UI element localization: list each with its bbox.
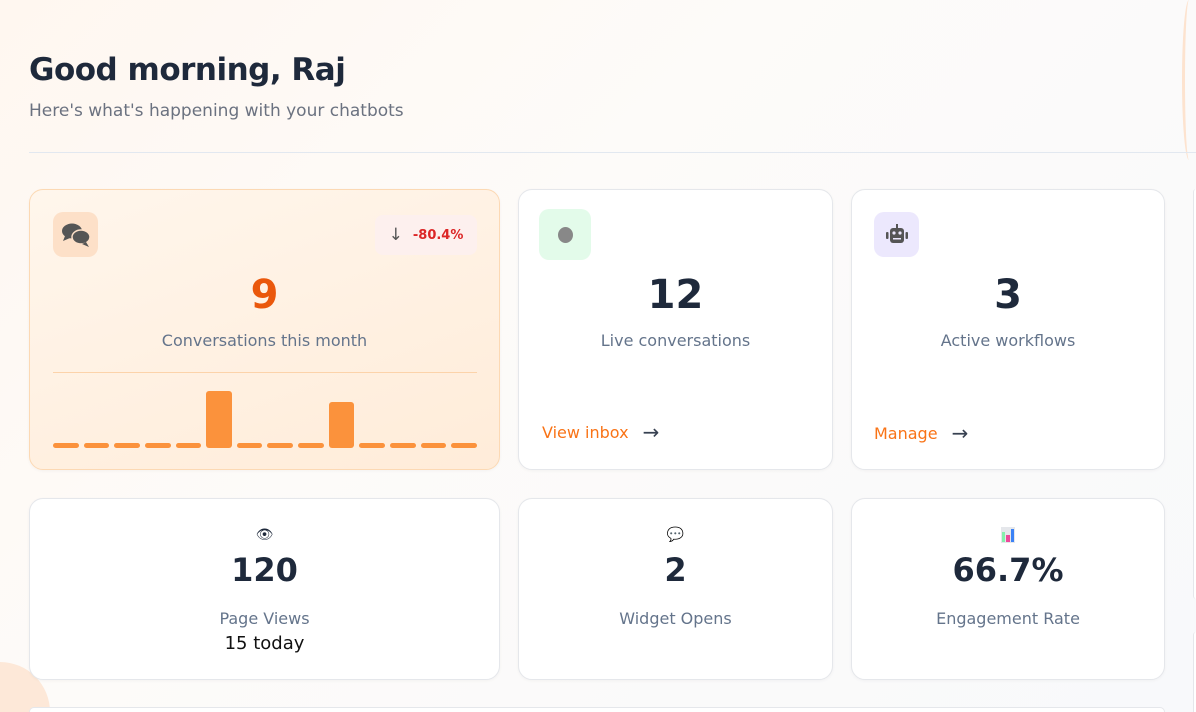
partial-bottom-card bbox=[29, 707, 1165, 712]
sparkline-bar bbox=[359, 443, 386, 448]
conversations-card[interactable]: ↓ -80.4% 9 Conversations this month bbox=[29, 189, 500, 470]
workflows-label: Active workflows bbox=[940, 331, 1076, 350]
sparkline-bar bbox=[114, 443, 140, 448]
sparkline-bar bbox=[420, 443, 447, 448]
arrow-down-icon: ↓ bbox=[388, 225, 403, 245]
divider bbox=[29, 152, 1196, 153]
sparkline-bar bbox=[328, 402, 355, 448]
engagement-value: 66.7% bbox=[952, 551, 1064, 589]
partial-card bbox=[1193, 189, 1196, 599]
sparkline-bar bbox=[206, 391, 232, 448]
sparkline-bar bbox=[53, 443, 79, 448]
live-conversations-card: 12 Live conversations View inbox → bbox=[518, 189, 833, 470]
speech-balloon-icon: 💬 bbox=[666, 527, 685, 543]
view-inbox-label: View inbox bbox=[542, 422, 629, 442]
workflows-value: 3 bbox=[994, 272, 1022, 318]
sparkline-bar bbox=[83, 443, 110, 448]
status-dot-icon bbox=[539, 209, 591, 260]
page-title: Good morning, Raj bbox=[29, 52, 346, 88]
live-value: 12 bbox=[647, 272, 704, 318]
active-workflows-card: 3 Active workflows Manage → bbox=[851, 189, 1165, 470]
page-views-value: 120 bbox=[231, 551, 298, 589]
widget-opens-card: 💬 2 Widget Opens bbox=[518, 498, 833, 680]
conversations-value: 9 bbox=[250, 272, 279, 318]
change-value: -80.4% bbox=[412, 227, 464, 243]
sparkline-bar bbox=[175, 443, 202, 448]
view-inbox-link[interactable]: View inbox → bbox=[542, 420, 659, 444]
manage-label: Manage bbox=[874, 423, 938, 443]
partial-card bbox=[1193, 632, 1196, 712]
page-subtitle: Here's what's happening with your chatbo… bbox=[29, 101, 404, 121]
engagement-card: 66.7% Engagement Rate bbox=[851, 498, 1165, 680]
decor-arc bbox=[1182, 0, 1196, 160]
sparkline-bar bbox=[267, 443, 294, 448]
widget-opens-label: Widget Opens bbox=[619, 609, 732, 628]
arrow-right-icon: → bbox=[951, 421, 969, 445]
arrow-right-icon: → bbox=[642, 420, 660, 444]
bar-chart-icon bbox=[1001, 527, 1015, 543]
chat-bubbles-icon bbox=[53, 212, 98, 257]
manage-link[interactable]: Manage → bbox=[874, 421, 968, 445]
page-views-card: 👁 120 Page Views 15 today bbox=[29, 498, 500, 680]
sparkline-bar bbox=[451, 443, 477, 448]
page-views-label: Page Views bbox=[219, 609, 310, 628]
sparkline-bar bbox=[298, 443, 324, 448]
conversations-sparkline bbox=[53, 386, 477, 448]
engagement-label: Engagement Rate bbox=[936, 609, 1080, 628]
page-views-today: 15 today bbox=[224, 633, 305, 654]
conversations-label: Conversations this month bbox=[161, 331, 368, 350]
robot-icon bbox=[874, 212, 919, 257]
sparkline-bar bbox=[236, 443, 263, 448]
change-badge: ↓ -80.4% bbox=[375, 215, 477, 255]
divider bbox=[53, 372, 477, 373]
live-label: Live conversations bbox=[600, 331, 751, 350]
widget-opens-value: 2 bbox=[664, 551, 687, 589]
eye-icon: 👁 bbox=[255, 527, 274, 543]
sparkline-bar bbox=[144, 443, 171, 448]
sparkline-bar bbox=[390, 443, 416, 448]
